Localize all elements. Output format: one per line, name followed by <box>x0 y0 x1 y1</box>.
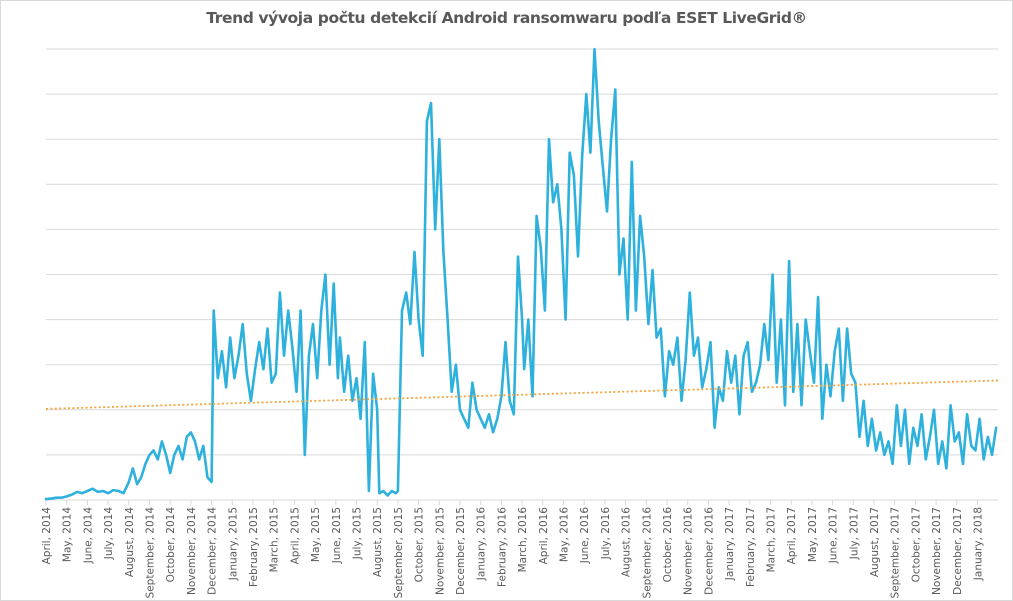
x-tick-label: January, 2017 <box>724 507 736 581</box>
x-tick-label: June, 2017 <box>828 507 840 564</box>
x-tick-label: October, 2015 <box>414 507 426 582</box>
x-tick-label: August, 2017 <box>869 507 881 577</box>
gridlines <box>46 48 998 456</box>
x-tick-label: July, 2016 <box>600 507 612 561</box>
x-tick-label: December, 2014 <box>207 507 219 595</box>
x-tick-label: September, 2016 <box>641 507 653 599</box>
x-tick-label: April, 2014 <box>41 507 53 565</box>
trend-line <box>45 379 999 410</box>
x-tick-label: November, 2017 <box>931 507 943 595</box>
plot-area <box>44 47 999 501</box>
x-tick-label: May, 2015 <box>310 507 322 562</box>
x-tick-label: May, 2016 <box>559 507 571 562</box>
x-tick-label: July, 2015 <box>352 507 364 560</box>
x-tick-label: September, 2017 <box>890 507 902 598</box>
x-tick-label: July, 2014 <box>103 507 115 561</box>
x-tick-label: November, 2014 <box>186 507 198 595</box>
x-tick-label: March, 2017 <box>766 507 778 572</box>
x-tick-label: January, 2016 <box>476 507 488 582</box>
x-tick-label: November, 2016 <box>683 507 695 595</box>
x-tick-label: June, 2016 <box>579 507 591 565</box>
series-line-detections <box>44 47 998 501</box>
x-tick-label: March, 2016 <box>517 507 529 573</box>
x-tick-label: April, 2017 <box>786 507 798 564</box>
x-tick-label: July, 2017 <box>848 507 860 560</box>
x-tick-label: April, 2015 <box>289 507 301 564</box>
x-tick-label: January, 2015 <box>227 507 239 581</box>
x-tick-label: February, 2015 <box>248 507 260 587</box>
x-tick-label: April, 2016 <box>538 507 550 565</box>
x-tick-label: February, 2017 <box>745 507 757 587</box>
x-tick-label: May, 2014 <box>62 507 74 562</box>
x-tick-label: August, 2014 <box>124 507 136 577</box>
x-tick-label: December, 2017 <box>952 507 964 595</box>
x-tick-label: November, 2015 <box>434 507 446 595</box>
x-tick-label: August, 2015 <box>372 507 384 577</box>
x-tick-label: September, 2014 <box>145 507 157 599</box>
x-tick-label: March, 2015 <box>269 507 281 572</box>
x-tick-label: December, 2015 <box>455 507 467 595</box>
x-tick-label: September, 2015 <box>393 507 405 598</box>
x-tick-label: October, 2016 <box>662 507 674 583</box>
x-tick-label: January, 2018 <box>973 507 985 581</box>
x-tick-label: December, 2016 <box>703 507 715 595</box>
x-tick-label: August, 2016 <box>621 507 633 577</box>
x-tick-label: October, 2017 <box>910 507 922 582</box>
x-tick-label: February, 2016 <box>496 507 508 587</box>
x-axis: April, 2014 May, 2014 June, 2014 July, 2014… <box>41 499 998 599</box>
x-tick-label: May, 2017 <box>807 507 819 562</box>
x-tick-label: October, 2014 <box>165 507 177 583</box>
x-tick-label: June, 2014 <box>82 507 94 565</box>
chart-title: Trend vývoja počtu detekcií Android rans… <box>206 9 807 27</box>
x-tick-label: June, 2015 <box>331 507 343 564</box>
